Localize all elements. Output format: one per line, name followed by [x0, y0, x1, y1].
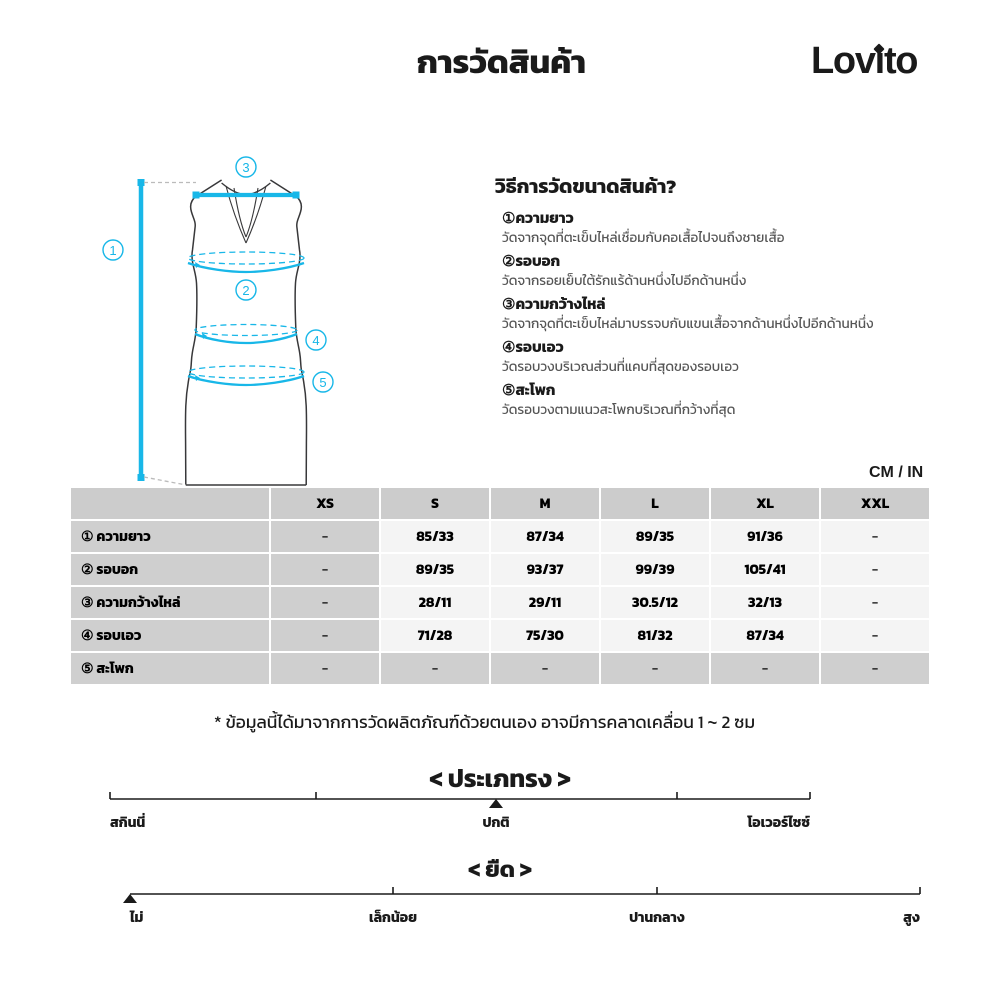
svg-text:2: 2: [242, 283, 249, 298]
svg-text:3: 3: [242, 160, 249, 175]
svg-text:1: 1: [109, 243, 116, 258]
svg-text:4: 4: [312, 333, 319, 348]
svg-text:5: 5: [319, 375, 326, 390]
